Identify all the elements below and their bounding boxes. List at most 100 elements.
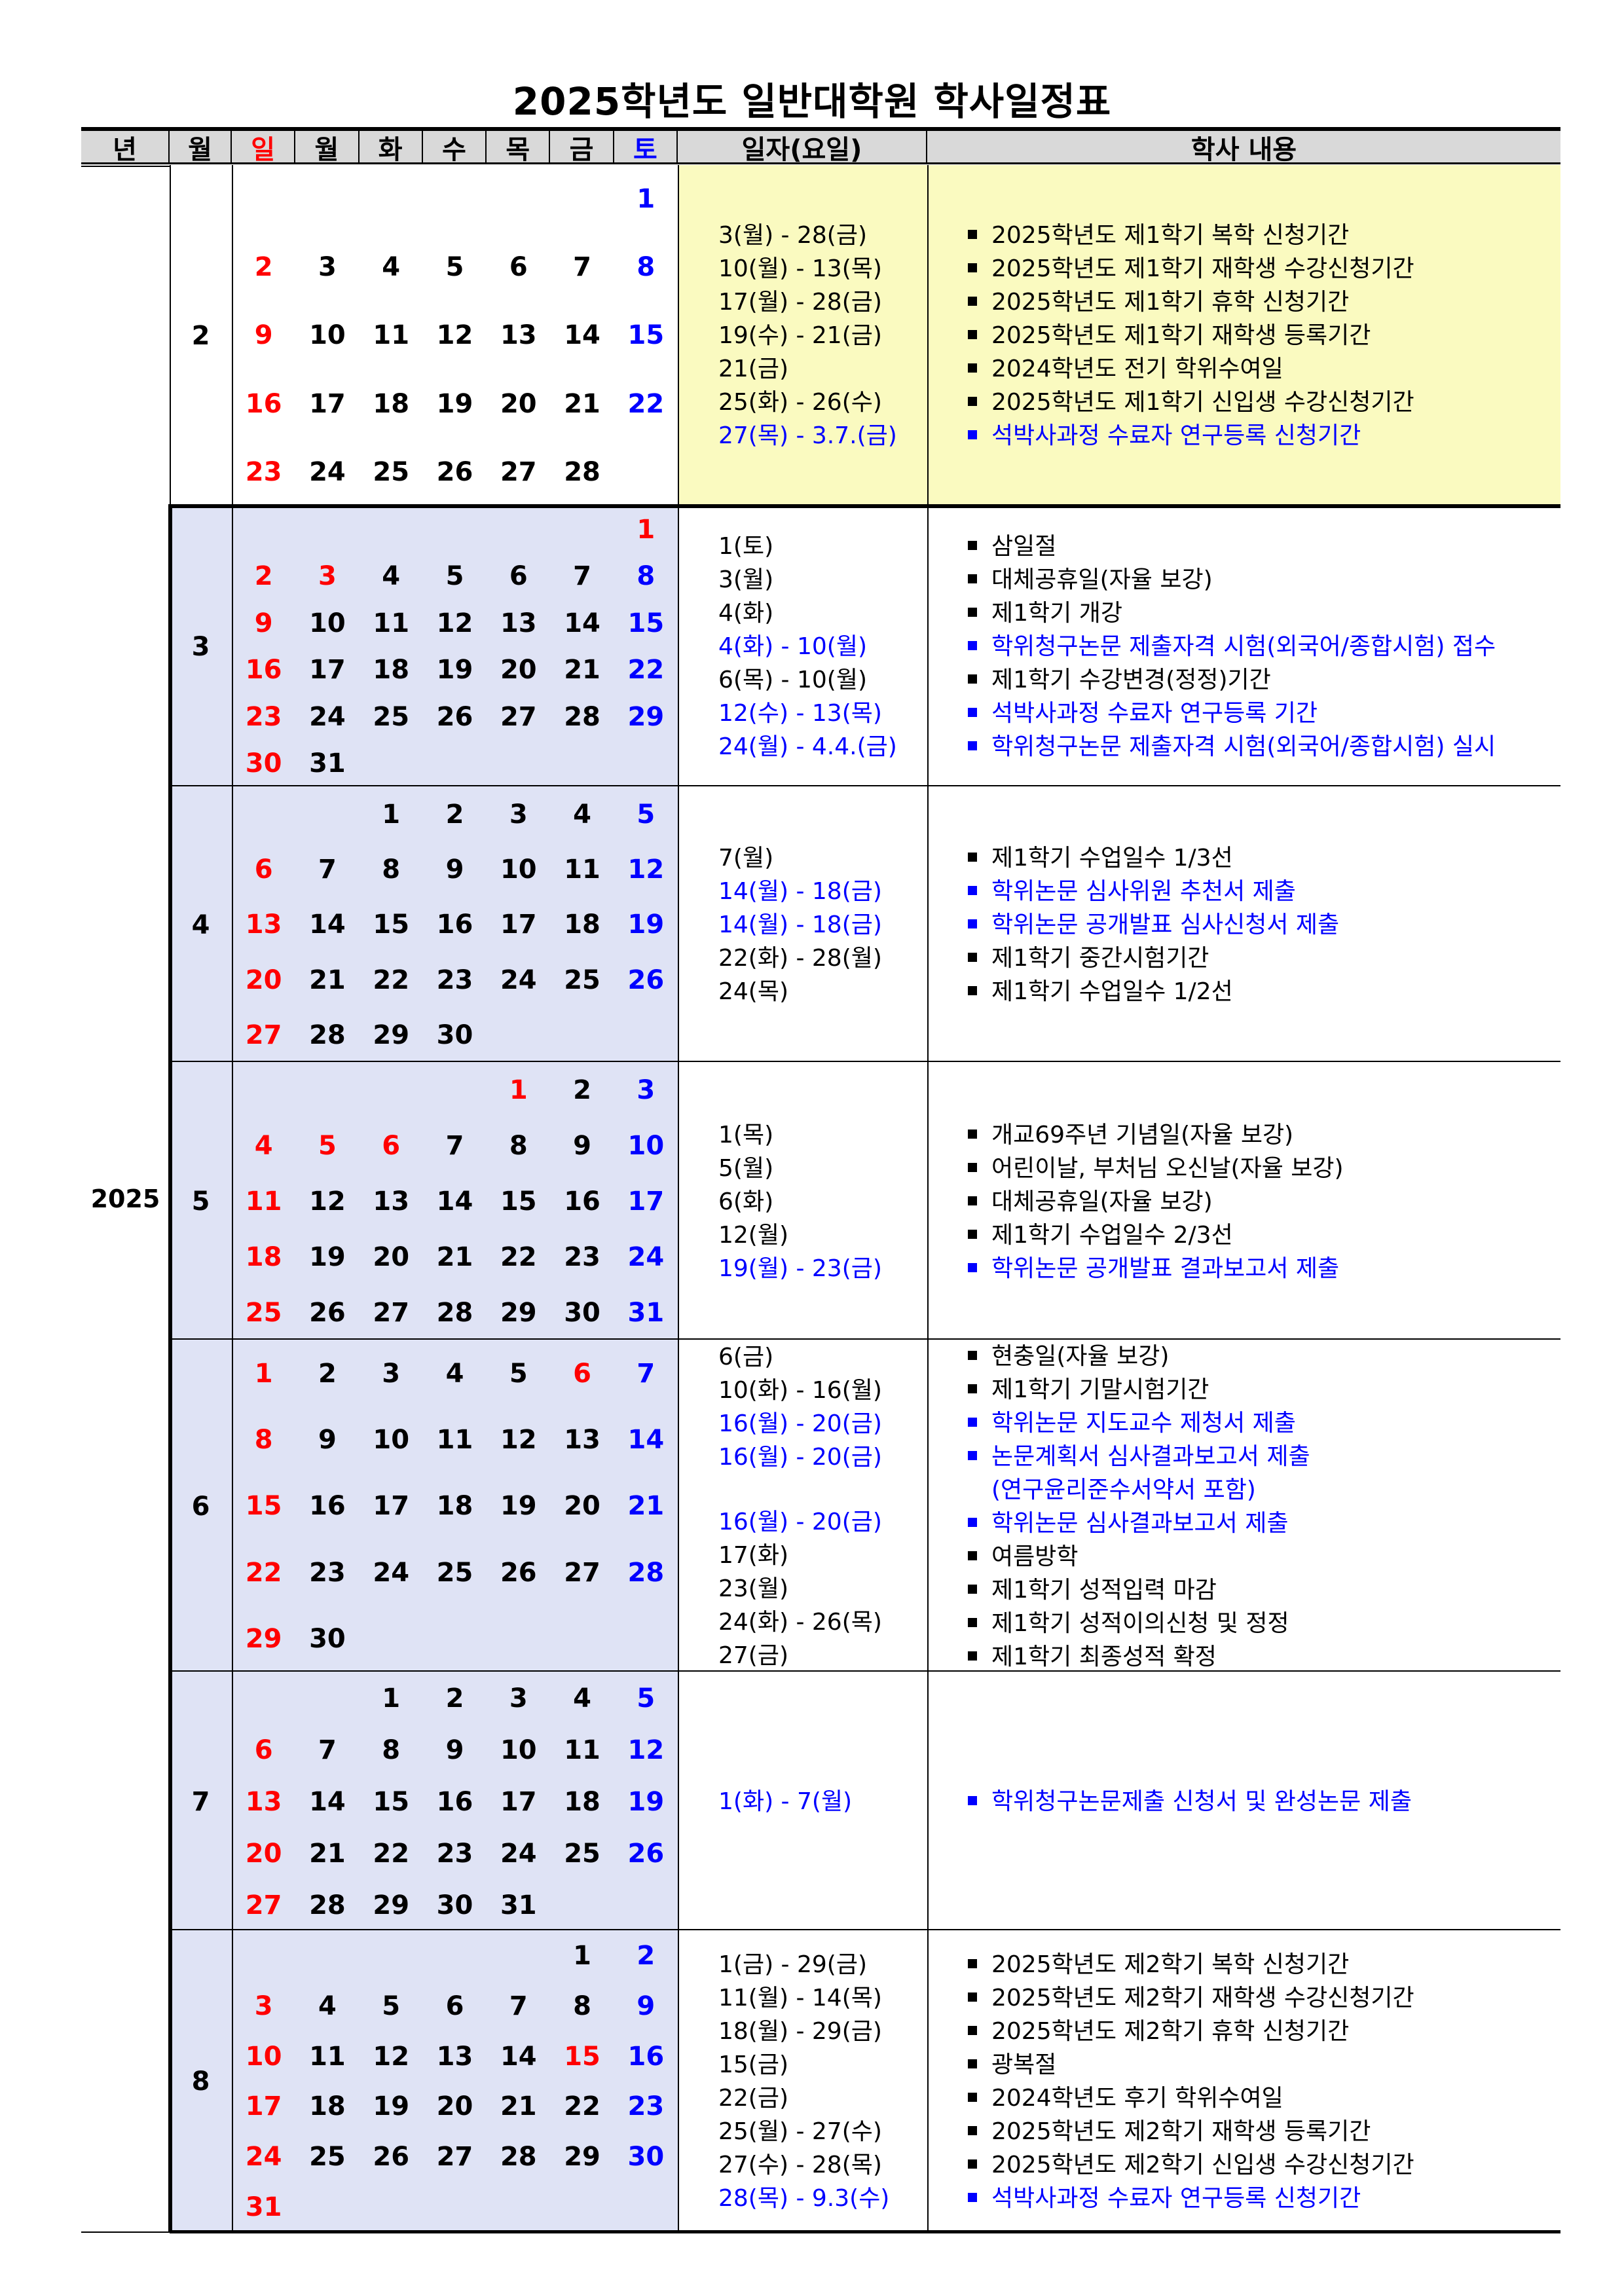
calendar-day: 24 xyxy=(500,1838,537,1869)
calendar-day: 19 xyxy=(309,1241,346,1272)
calendar-day: 14 xyxy=(309,1786,346,1817)
event-date-spacer xyxy=(718,1474,927,1505)
event-text: 제1학기 수강변경(정정)기간 xyxy=(991,667,1271,693)
event-date: 11(월) - 14(목) xyxy=(718,1985,882,2011)
event-item: 제1학기 기말시험기간 xyxy=(968,1373,1560,1406)
event-date: 25(월) - 27(수) xyxy=(718,2118,882,2145)
calendar-day: 12 xyxy=(309,1186,346,1217)
month-label: 7 xyxy=(191,1786,210,1817)
calendar-day: 21 xyxy=(627,1491,665,1522)
col-line xyxy=(170,165,171,506)
calendar-day: 26 xyxy=(500,1557,537,1588)
calendar-day: 11 xyxy=(564,1735,600,1765)
calendar-day: 18 xyxy=(373,655,410,686)
month-cell-bg xyxy=(170,1672,232,1931)
event-text: 석박사과정 수료자 연구등록 기간 xyxy=(991,700,1318,727)
calendar-day: 15 xyxy=(564,2041,600,2072)
calendar-day: 14 xyxy=(627,1425,665,1456)
calendar-day: 25 xyxy=(436,1557,473,1588)
event-date: 1(토) xyxy=(718,533,774,560)
calendar-day: 12 xyxy=(436,320,473,351)
calendar-day: 15 xyxy=(627,320,665,351)
calendar-day: 26 xyxy=(309,1297,346,1328)
calendar-day: 16 xyxy=(436,1786,473,1817)
event-date: 4(화) xyxy=(718,600,774,627)
event-item: 광복절 xyxy=(968,2048,1560,2082)
calendar-day: 19 xyxy=(436,655,473,686)
col-line xyxy=(232,165,233,2232)
col-line xyxy=(678,165,679,2232)
event-item: 학위논문 지도교수 제청서 제출 xyxy=(968,1406,1560,1440)
calendar-day: 31 xyxy=(500,1890,537,1920)
event-date: 7(월) xyxy=(718,845,774,872)
event-text: 논문계획서 심사결과보고서 제출 xyxy=(991,1442,1310,1470)
event-date: 27(수) - 28(목) xyxy=(718,2152,882,2178)
calendar-day: 21 xyxy=(500,2091,537,2122)
bullet-square-icon xyxy=(968,919,977,928)
calendar-day: 5 xyxy=(637,1683,655,1714)
event-item: 제1학기 성적이의신청 및 정정 xyxy=(968,1607,1560,1640)
event-item: 2025학년도 제2학기 휴학 신청기간 xyxy=(968,2015,1560,2048)
bullet-square-icon xyxy=(968,1551,977,1560)
event-text: 제1학기 수업일수 1/2선 xyxy=(991,978,1233,1005)
calendar-day: 13 xyxy=(500,320,537,351)
event-item: 석박사과정 수료자 연구등록 신청기간 xyxy=(968,419,1560,452)
calendar-day: 11 xyxy=(373,320,410,351)
calendar-day: 9 xyxy=(254,608,273,638)
bullet-square-icon xyxy=(968,1196,977,1205)
bullet-square-icon xyxy=(968,297,977,306)
calendar-day: 14 xyxy=(436,1186,473,1217)
event-date: 27(목) - 3.7.(금) xyxy=(718,422,897,449)
event-contents: 현충일(자율 보강) 제1학기 기말시험기간 학위논문 지도교수 제청서 제출 논문계… xyxy=(927,1340,1560,1672)
calendar-day: 25 xyxy=(373,456,410,487)
calendar-day: 21 xyxy=(309,964,346,995)
calendar-day: 9 xyxy=(573,1131,591,1162)
event-date: 1(금) - 29(금) xyxy=(718,1951,868,1978)
calendar-day: 22 xyxy=(245,1557,282,1588)
event-date: 16(월) - 20(금) xyxy=(718,1410,882,1437)
calendar-day: 31 xyxy=(309,748,346,779)
bullet-square-icon xyxy=(968,986,977,995)
bullet-square-icon xyxy=(968,263,977,272)
calendar-day: 27 xyxy=(373,1297,410,1328)
calendar-day: 12 xyxy=(627,854,665,885)
event-contents: 2025학년도 제1학기 복학 신청기간 2025학년도 제1학기 재학생 수강신… xyxy=(927,165,1560,506)
bullet-square-icon xyxy=(968,2193,977,2202)
calendar-day: 23 xyxy=(245,456,282,487)
calendar-day: 12 xyxy=(627,1735,665,1765)
event-date: 18(월) - 29(금) xyxy=(718,2018,882,2045)
calendar-day: 25 xyxy=(373,701,410,732)
calendar-day: 8 xyxy=(382,854,401,885)
month-separator xyxy=(170,504,1560,508)
event-text: 학위청구논문 제출자격 시험(외국어/종합시험) 접수 xyxy=(991,633,1496,660)
calendar-day: 11 xyxy=(436,1425,473,1456)
calendar-day: 15 xyxy=(373,1786,410,1817)
calendar-day: 2 xyxy=(254,561,273,592)
event-item: 제1학기 수업일수 2/3선 xyxy=(968,1219,1560,1252)
calendar-day: 26 xyxy=(627,1838,665,1869)
bullet-square-icon xyxy=(968,230,977,239)
calendar-day: 25 xyxy=(245,1297,282,1328)
calendar-day: 7 xyxy=(573,561,591,592)
bullet-square-icon xyxy=(968,2059,977,2068)
calendar-day: 28 xyxy=(564,456,600,487)
header-content: 학사 내용 xyxy=(927,131,1560,165)
bullet-square-icon xyxy=(968,708,977,717)
bullet-square-icon xyxy=(968,853,977,862)
calendar-day: 1 xyxy=(637,184,655,215)
event-contents: 삼일절 대체공휴일(자율 보강) 제1학기 개강 학위청구논문 제출자격 시험(외국어… xyxy=(927,506,1560,787)
calendar-bg xyxy=(232,1340,678,1672)
calendar-day: 7 xyxy=(637,1358,655,1389)
bullet-square-icon xyxy=(968,1617,977,1627)
event-text: 현충일(자율 보강) xyxy=(991,1342,1170,1370)
event-item: 학위청구논문제출 신청서 및 완성논문 제출 xyxy=(968,1785,1560,1818)
bullet-square-icon xyxy=(968,1350,977,1360)
calendar-day: 17 xyxy=(500,1786,537,1817)
calendar-day: 20 xyxy=(500,388,537,419)
event-date: 16(월) - 20(금) xyxy=(718,1509,882,1535)
calendar-day: 2 xyxy=(445,799,464,830)
calendar-day: 8 xyxy=(509,1131,528,1162)
month-separator xyxy=(170,1061,1560,1062)
calendar-day: 24 xyxy=(309,456,346,487)
calendar-day: 13 xyxy=(436,2041,473,2072)
